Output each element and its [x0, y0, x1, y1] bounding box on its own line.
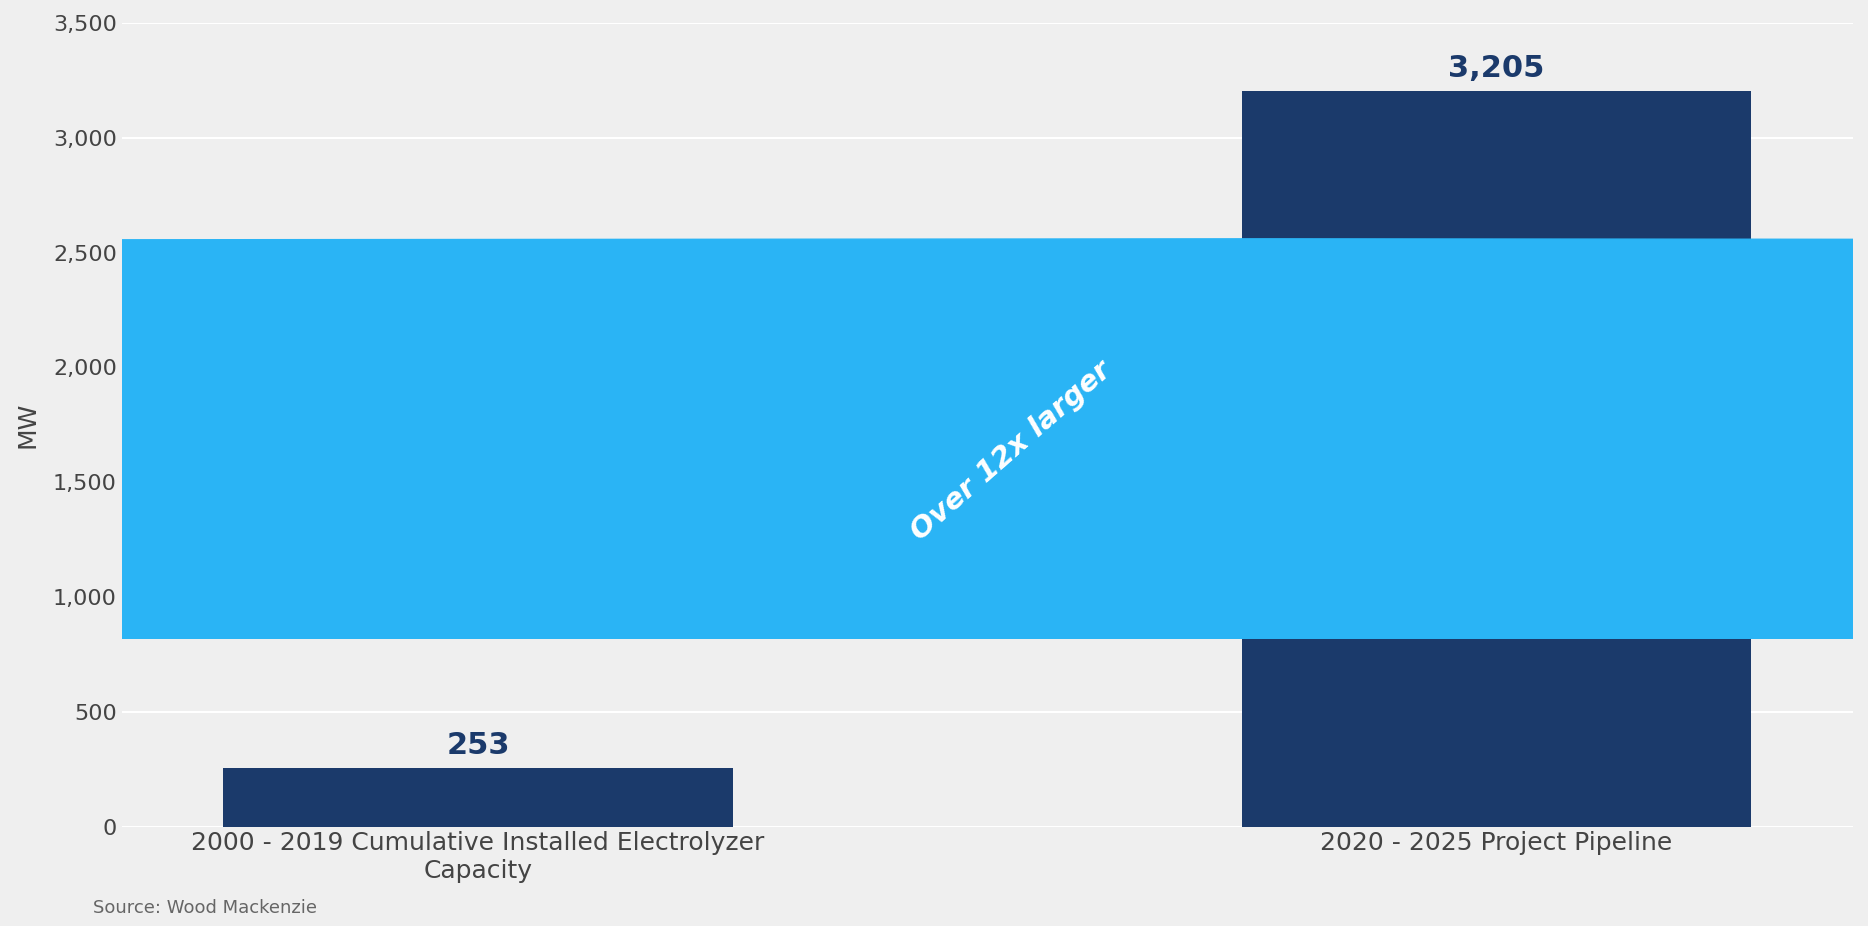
- Bar: [1242, 91, 1750, 827]
- Text: 253: 253: [446, 732, 510, 760]
- Bar: [224, 769, 732, 827]
- Text: Over 12x larger: Over 12x larger: [906, 356, 1117, 545]
- FancyArrow shape: [0, 239, 1868, 638]
- Y-axis label: MW: MW: [15, 402, 39, 448]
- Text: Source: Wood Mackenzie: Source: Wood Mackenzie: [93, 899, 318, 917]
- Text: 3,205: 3,205: [1448, 54, 1545, 82]
